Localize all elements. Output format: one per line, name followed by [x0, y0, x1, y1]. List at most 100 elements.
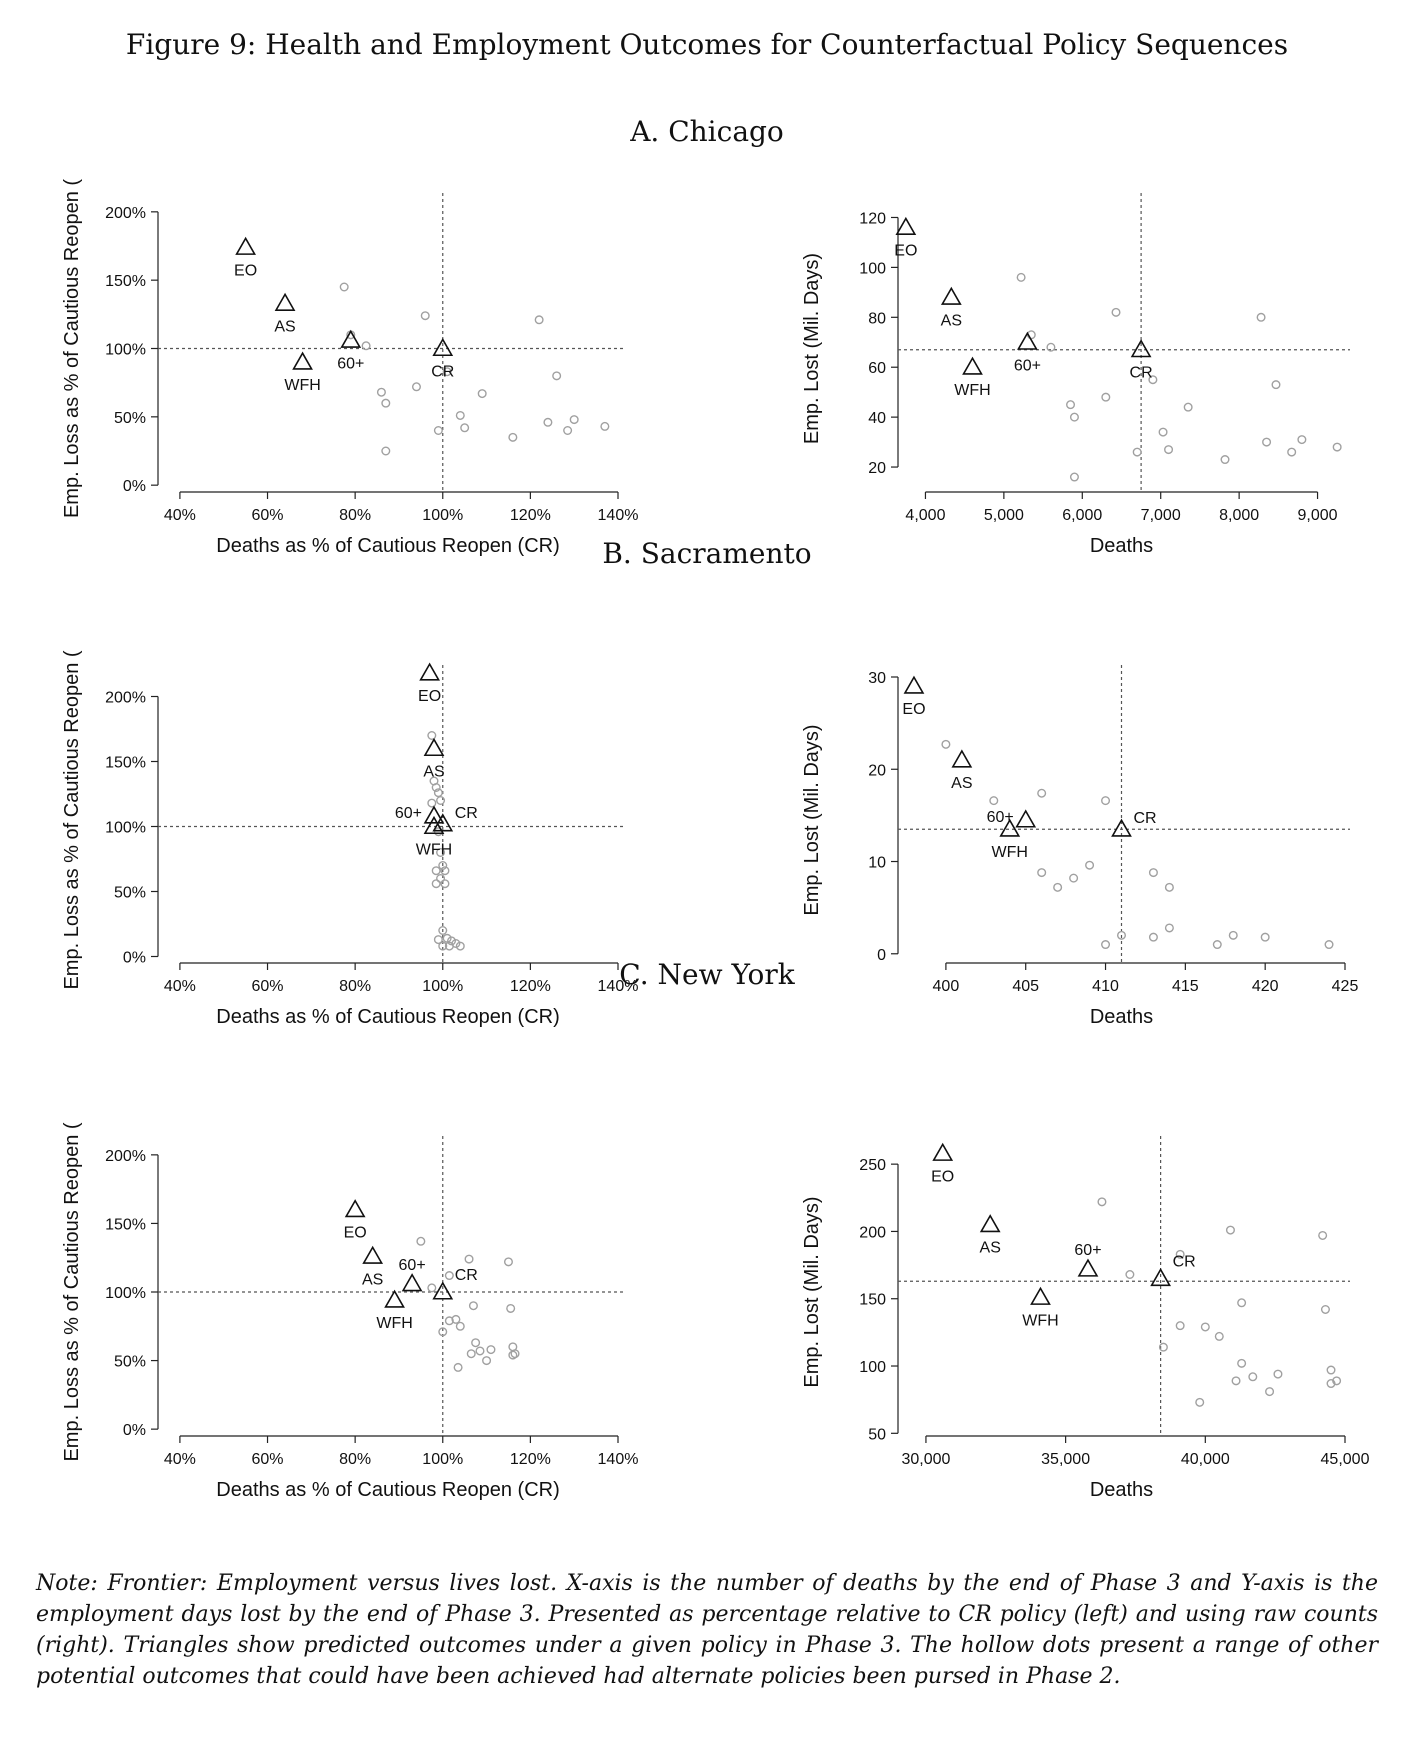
policy-label-wfh: WFH	[284, 377, 320, 394]
outcome-dot	[447, 936, 457, 946]
outcome-dot	[1225, 1225, 1235, 1235]
outcome-dot	[1237, 1298, 1247, 1308]
policy-triangle-wfh	[384, 1289, 405, 1308]
outcome-dot	[444, 1316, 454, 1326]
outcome-dot	[431, 866, 441, 876]
y-tick-label: 100	[859, 260, 886, 277]
policy-label-as: AS	[274, 318, 295, 335]
policy-triangle-wfh	[999, 818, 1021, 837]
outcome-dot	[416, 1236, 426, 1246]
outcome-dot	[1214, 1331, 1224, 1341]
x-tick-label: 100%	[422, 507, 463, 524]
outcome-dot	[1158, 427, 1168, 437]
outcome-dot	[1324, 940, 1334, 950]
x-tick-label: 410	[1092, 978, 1119, 995]
policy-triangle-cr	[432, 813, 454, 832]
outcome-dot	[543, 417, 553, 427]
outcome-dot	[1148, 375, 1158, 385]
policy-triangle-as	[979, 1214, 1001, 1233]
x-tick-label: 120%	[510, 507, 551, 524]
y-axis-title: Emp. Loss as % of Cautious Reopen (	[61, 179, 83, 518]
y-tick-label: 30	[868, 670, 886, 687]
policy-label-as: AS	[362, 1271, 383, 1288]
outcome-dot	[433, 426, 443, 436]
x-tick-label: 120%	[510, 1451, 551, 1468]
y-tick-label: 200	[859, 1224, 886, 1241]
x-tick-label: 80%	[339, 1451, 371, 1468]
outcome-dot	[376, 387, 386, 397]
y-tick-label: 200%	[105, 1148, 146, 1165]
x-tick-label: 120%	[510, 978, 551, 995]
x-tick-label: 6,000	[1062, 507, 1102, 524]
outcome-dot	[1326, 1379, 1336, 1389]
policy-label-eo: EO	[902, 701, 925, 718]
x-tick-label: 80%	[339, 507, 371, 524]
outcome-dot	[442, 367, 452, 377]
outcome-dot	[1228, 930, 1238, 940]
outcome-dot	[427, 1283, 437, 1293]
policy-label-as: AS	[951, 775, 972, 792]
outcome-dot	[1111, 307, 1121, 317]
x-axis-title: Deaths	[1090, 535, 1153, 557]
outcome-dot	[471, 1338, 481, 1348]
policy-triangle-eo	[895, 216, 917, 236]
outcome-dot	[455, 941, 465, 951]
outcome-dot	[1175, 1249, 1185, 1259]
outcome-dot	[1097, 1197, 1107, 1207]
x-tick-label: 100%	[422, 978, 463, 995]
outcome-dot	[477, 389, 487, 399]
outcome-dot	[1164, 882, 1174, 892]
policy-triangle-eo	[344, 1199, 366, 1218]
outcome-dot	[436, 848, 446, 858]
outcome-dot	[381, 446, 391, 456]
y-tick-label: 50%	[114, 410, 146, 427]
policy-triangle-60plus	[1015, 809, 1037, 828]
y-tick-label: 0	[877, 947, 886, 964]
outcome-dot	[438, 861, 448, 871]
x-tick-label: 40%	[164, 978, 196, 995]
y-tick-label: 100%	[105, 342, 146, 359]
policy-triangle-eo	[235, 236, 256, 255]
y-tick-label: 100	[859, 1359, 886, 1376]
x-tick-label: 425	[1332, 978, 1359, 995]
policy-triangle-60plus	[340, 329, 362, 348]
x-tick-label: 80%	[339, 978, 371, 995]
outcome-dot	[1069, 873, 1079, 883]
outcome-dot	[460, 423, 470, 433]
outcome-dot	[438, 941, 448, 951]
policy-label-60plus: 60+	[399, 1257, 426, 1274]
outcome-dot	[503, 1257, 513, 1267]
outcome-dot	[1132, 447, 1142, 457]
figure-note: Note: Frontier: Employment versus lives …	[36, 1571, 1378, 1689]
outcome-dot	[510, 1349, 520, 1359]
policy-label-wfh: WFH	[1022, 1312, 1058, 1329]
outcome-dot	[455, 1321, 465, 1331]
outcome-dot	[451, 1314, 461, 1324]
policy-label-cr: CR	[1173, 1254, 1196, 1271]
y-tick-label: 150%	[105, 1216, 146, 1233]
outcome-dot	[1069, 472, 1079, 482]
x-axis-title: Deaths as % of Cautious Reopen (CR)	[216, 1479, 560, 1501]
y-tick-label: 0%	[123, 478, 146, 495]
outcome-dot	[1332, 442, 1342, 452]
x-tick-label: 60%	[252, 1451, 284, 1468]
policy-label-cr: CR	[1130, 365, 1153, 382]
y-tick-label: 50%	[114, 885, 146, 902]
outcome-dot	[420, 311, 430, 321]
y-tick-label: 120	[859, 210, 886, 227]
outcome-dot	[427, 798, 437, 808]
outcome-dot	[442, 933, 452, 943]
outcome-dot	[989, 796, 999, 806]
x-axis-title: Deaths	[1090, 1479, 1153, 1501]
policy-label-eo: EO	[234, 262, 257, 279]
outcome-dot	[482, 1356, 492, 1366]
policy-triangle-60plus	[1017, 331, 1038, 350]
outcome-dot	[1260, 932, 1270, 942]
outcome-dot	[1116, 930, 1126, 940]
y-tick-label: 20	[868, 762, 886, 779]
outcome-dot	[1265, 1387, 1275, 1397]
policy-triangle-cr	[1150, 1267, 1171, 1287]
outcome-dot	[1237, 1358, 1247, 1368]
outcome-dot	[361, 341, 371, 351]
outcome-dot	[1273, 1369, 1283, 1379]
